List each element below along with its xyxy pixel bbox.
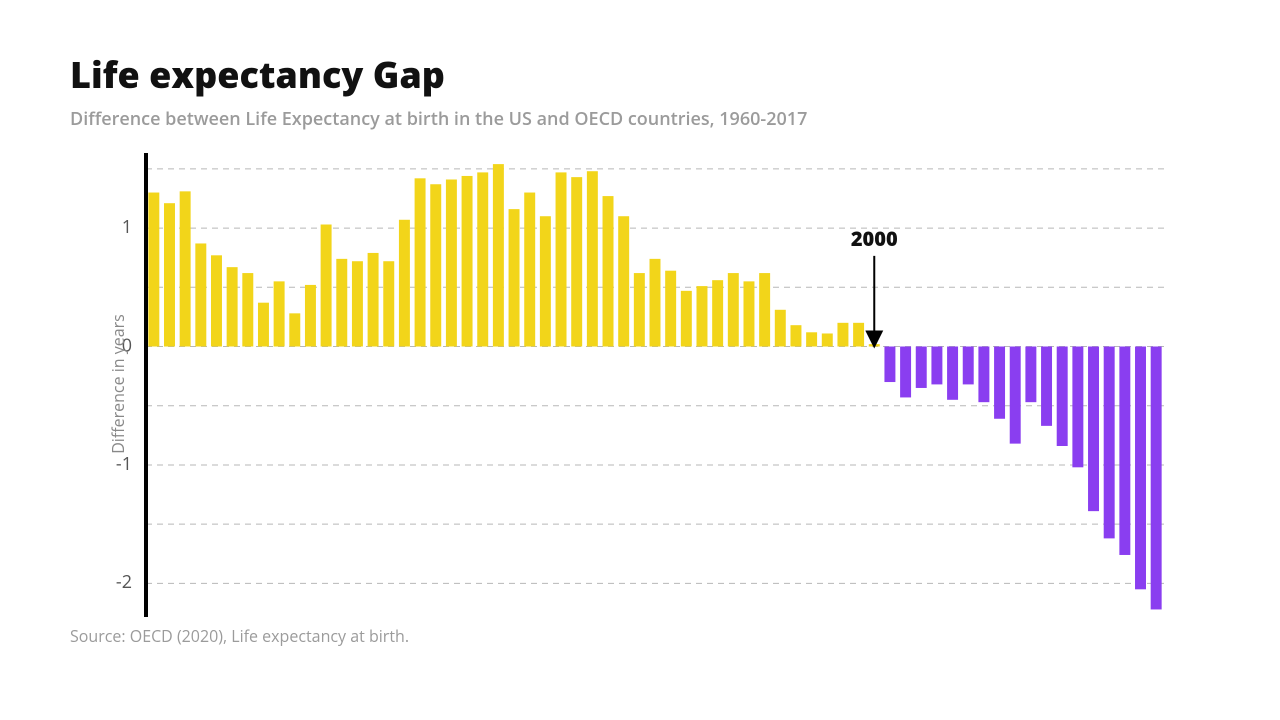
- y-tick-label: 1: [122, 215, 132, 239]
- bar: [947, 347, 958, 400]
- bar: [415, 178, 426, 346]
- bar: [336, 259, 347, 347]
- bar: [477, 172, 488, 346]
- bar: [242, 273, 253, 346]
- y-tick-label: -2: [116, 570, 132, 594]
- bar: [853, 323, 864, 347]
- chart-source: Source: OECD (2020), Life expectancy at …: [70, 625, 1210, 647]
- bar: [650, 259, 661, 347]
- bar: [1010, 347, 1021, 444]
- bar: [305, 285, 316, 347]
- bar: [368, 253, 379, 347]
- bar: [1072, 347, 1083, 468]
- bar: [289, 313, 300, 346]
- bar: [1057, 347, 1068, 446]
- bar: [916, 347, 927, 388]
- bar: [759, 273, 770, 346]
- bar: [775, 310, 786, 347]
- bar: [618, 216, 629, 346]
- bar: [211, 255, 222, 346]
- bar: [446, 180, 457, 347]
- bar: [1104, 347, 1115, 539]
- bar: [634, 273, 645, 346]
- bar: [728, 273, 739, 346]
- bar: [571, 177, 582, 346]
- bar: [556, 172, 567, 346]
- bar: [900, 347, 911, 398]
- bar: [258, 303, 269, 347]
- bar-chart: -2-1012000: [70, 149, 1170, 619]
- bar: [195, 243, 206, 346]
- annotation-label: 2000: [851, 225, 898, 252]
- bar: [493, 164, 504, 346]
- bar: [509, 209, 520, 346]
- bar: [963, 347, 974, 385]
- bar: [681, 291, 692, 347]
- bar: [383, 261, 394, 346]
- chart-container: Difference in years -2-1012000: [70, 149, 1170, 619]
- bar: [227, 267, 238, 346]
- bar: [540, 216, 551, 346]
- bar: [1119, 347, 1130, 555]
- bar: [822, 333, 833, 346]
- chart-title: Life expectancy Gap: [70, 50, 1210, 99]
- bar: [931, 347, 942, 385]
- y-tick-label: -1: [116, 452, 132, 476]
- bar: [994, 347, 1005, 419]
- bar: [837, 323, 848, 347]
- bar: [430, 184, 441, 346]
- bar: [806, 332, 817, 346]
- bar: [164, 203, 175, 346]
- bar: [884, 347, 895, 383]
- bar: [1088, 347, 1099, 512]
- bar: [462, 176, 473, 347]
- chart-subtitle: Difference between Life Expectancy at bi…: [70, 107, 1210, 131]
- bar: [352, 261, 363, 346]
- bar: [1151, 347, 1162, 610]
- bar: [603, 196, 614, 346]
- bar: [148, 193, 159, 347]
- bar: [978, 347, 989, 403]
- bar: [743, 281, 754, 346]
- bar: [712, 280, 723, 346]
- bar: [790, 325, 801, 346]
- bar: [697, 286, 708, 346]
- bar: [274, 281, 285, 346]
- bar: [524, 193, 535, 347]
- bar: [1025, 347, 1036, 403]
- bar: [321, 225, 332, 347]
- bar: [1041, 347, 1052, 426]
- bar: [399, 220, 410, 347]
- bar: [1135, 347, 1146, 590]
- bar: [869, 344, 880, 346]
- y-axis-label: Difference in years: [107, 314, 129, 454]
- bar: [180, 191, 191, 346]
- bar: [587, 171, 598, 346]
- bar: [665, 271, 676, 347]
